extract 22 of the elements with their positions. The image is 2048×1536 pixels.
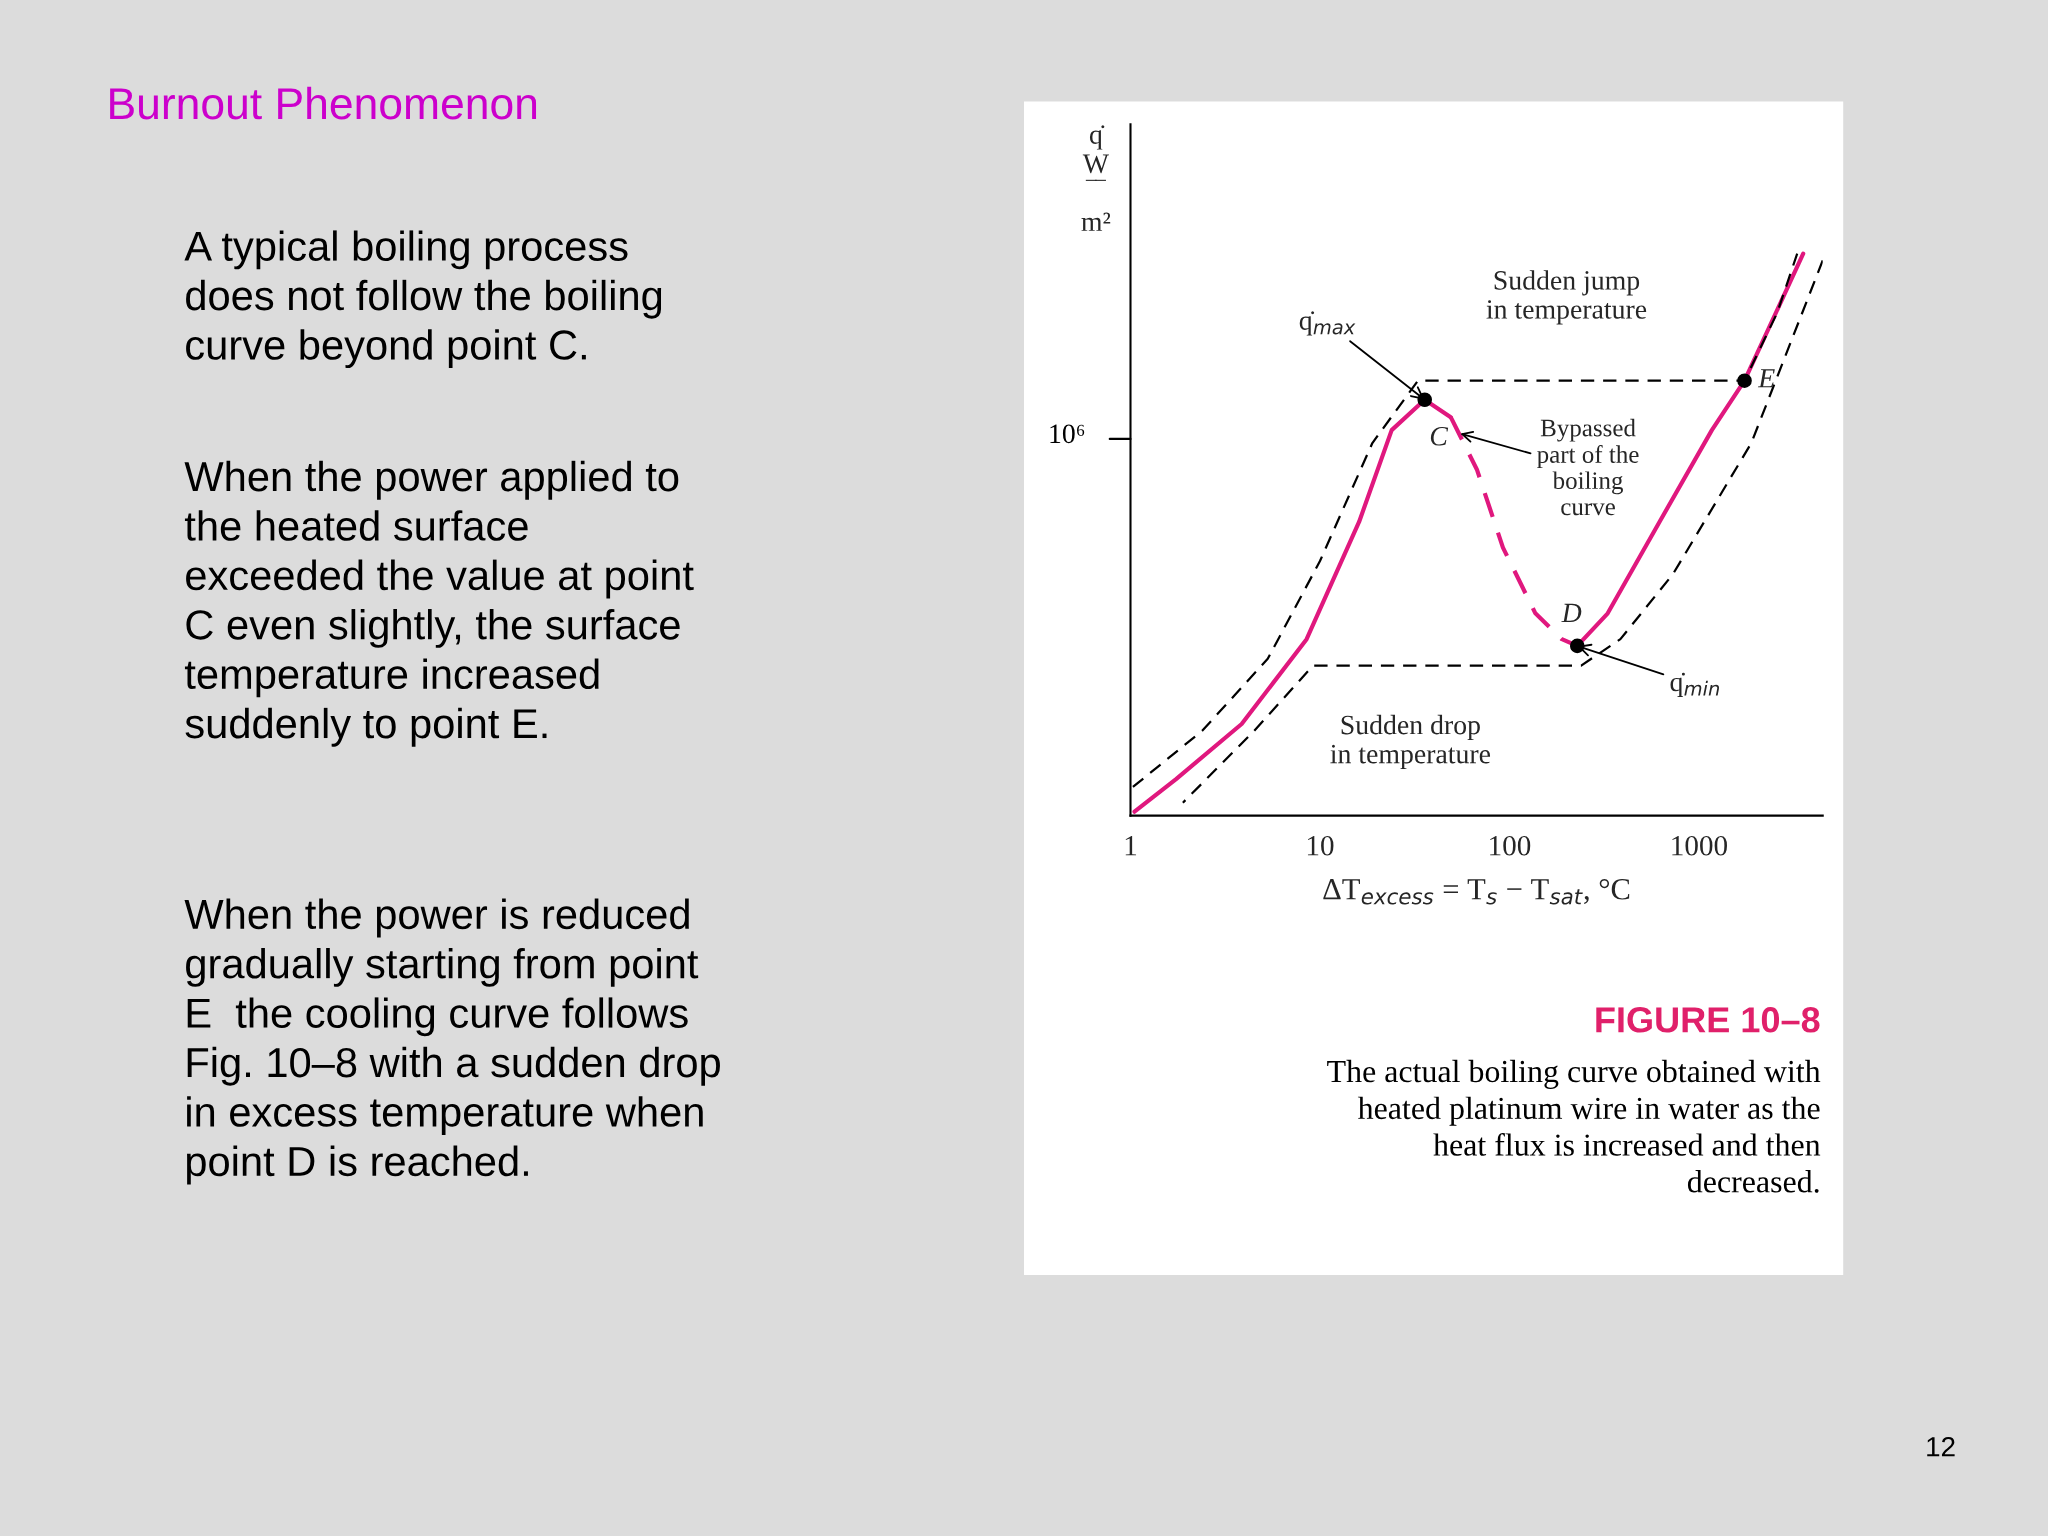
annotation: q̇$_{min}$ — [1670, 672, 1720, 697]
x-tick-label: 1000 — [1672, 835, 1727, 856]
x-axis-title: ΔT$_{excess}$ = T$_{s}$ − T$_{sat}$, °C — [1323, 878, 1630, 905]
text: 12 — [1927, 1436, 1955, 1457]
x-tick-label: 10 — [1307, 835, 1334, 856]
text: Burnout Phenomenon — [110, 86, 537, 120]
x-tick-label: 100 — [1490, 835, 1531, 856]
text: A typical boiling process does not follow the boiling curve beyond point C. — [184, 230, 662, 369]
caption: FIGURE 10–8 — [1596, 1007, 1820, 1033]
annotation: E — [1757, 369, 1775, 388]
annotation: Bypassed part of the boiling curve — [1537, 418, 1639, 516]
annotation: C — [1430, 426, 1449, 446]
text: When the power is reduced gradually starting from point E the cooling curve follows Fig. 10–8 with a sudden drop in excess temperature when point D is reached. — [184, 898, 720, 1185]
annotation: Sudden jump in temperature — [1486, 270, 1647, 325]
annotation: q̇$_{max}$ — [1299, 311, 1356, 336]
text: The actual boiling curve obtained with heated platinum wire in water as the heat flux is increased and then decreased. — [1327, 1059, 1821, 1193]
text: 10⁶ — [1050, 424, 1085, 444]
x-tick-label: 1 — [1125, 836, 1137, 856]
y-axis-title: q̇ W ‾‾ m² — [1081, 125, 1111, 231]
text: When the power applied to the heated surface exceeded the value at point C even slightly, the surface temperature increased suddenly to point E. — [184, 460, 694, 747]
annotation: D — [1561, 603, 1582, 623]
annotation: Sudden drop in temperature — [1330, 714, 1491, 770]
